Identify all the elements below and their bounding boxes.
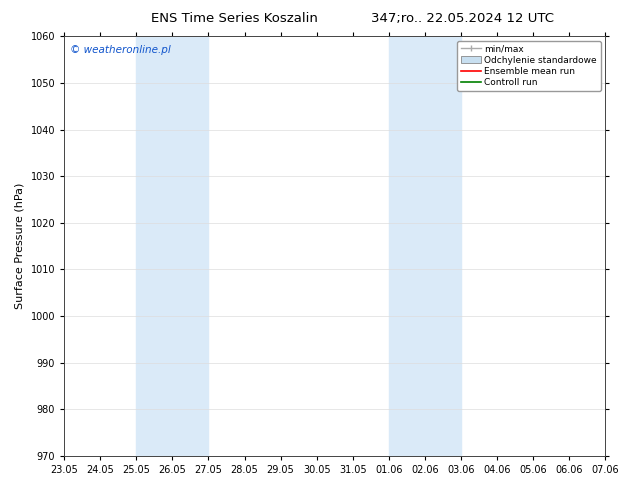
Y-axis label: Surface Pressure (hPa): Surface Pressure (hPa): [15, 183, 25, 309]
Text: © weatheronline.pl: © weatheronline.pl: [70, 45, 171, 55]
Bar: [136, 36, 209, 456]
Text: 347;ro.. 22.05.2024 12 UTC: 347;ro.. 22.05.2024 12 UTC: [372, 12, 554, 25]
Text: ENS Time Series Koszalin: ENS Time Series Koszalin: [151, 12, 318, 25]
Legend: min/max, Odchylenie standardowe, Ensemble mean run, Controll run: min/max, Odchylenie standardowe, Ensembl…: [457, 41, 600, 91]
Bar: [389, 36, 461, 456]
